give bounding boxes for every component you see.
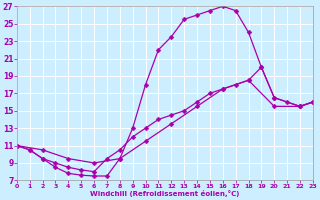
X-axis label: Windchill (Refroidissement éolien,°C): Windchill (Refroidissement éolien,°C) [90, 190, 240, 197]
